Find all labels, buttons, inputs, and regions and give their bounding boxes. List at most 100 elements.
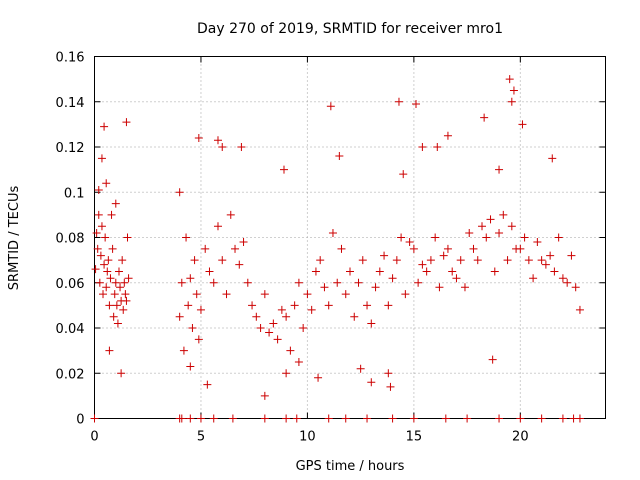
data-point bbox=[205, 267, 214, 276]
data-point bbox=[124, 274, 133, 283]
data-point bbox=[265, 328, 274, 337]
data-point bbox=[248, 301, 257, 310]
data-point bbox=[282, 312, 291, 321]
data-point bbox=[286, 346, 295, 355]
data-point bbox=[279, 165, 288, 174]
grid-lines bbox=[94, 56, 606, 419]
axis-ticks: 0 0.02 0.04 0.06 0.08 0.1 0.12 0.14 0.16 0 5 10 15 20 bbox=[56, 51, 606, 445]
data-point bbox=[102, 283, 111, 292]
data-point bbox=[575, 414, 584, 423]
data-point bbox=[209, 278, 218, 287]
data-point bbox=[392, 256, 401, 265]
data-point bbox=[320, 283, 329, 292]
data-point bbox=[222, 290, 231, 299]
data-point bbox=[90, 414, 99, 423]
data-point bbox=[314, 373, 323, 382]
data-point bbox=[426, 256, 435, 265]
y-tick-label: 0.06 bbox=[56, 277, 85, 292]
data-point bbox=[188, 324, 197, 332]
data-point bbox=[443, 244, 452, 253]
data-point bbox=[495, 165, 504, 174]
data-point bbox=[93, 244, 102, 253]
data-point bbox=[96, 251, 105, 260]
data-point bbox=[97, 154, 106, 163]
data-point bbox=[324, 414, 333, 423]
data-point bbox=[107, 210, 116, 219]
data-point bbox=[341, 414, 350, 423]
data-point bbox=[94, 210, 103, 219]
data-point bbox=[218, 143, 227, 151]
data-point bbox=[575, 305, 584, 314]
data-point bbox=[460, 283, 469, 292]
data-point bbox=[226, 210, 235, 219]
data-point bbox=[218, 256, 227, 265]
data-point bbox=[112, 301, 121, 310]
data-point bbox=[507, 97, 516, 106]
data-point bbox=[486, 215, 495, 224]
data-point bbox=[209, 414, 218, 423]
x-tick-label: 20 bbox=[512, 430, 529, 445]
data-point bbox=[439, 251, 448, 260]
data-point bbox=[182, 233, 191, 242]
x-axis-label: GPS time / hours bbox=[296, 459, 405, 474]
data-point bbox=[101, 233, 110, 242]
data-point bbox=[418, 143, 427, 151]
data-point bbox=[409, 244, 418, 253]
data-point bbox=[495, 228, 504, 237]
data-point bbox=[122, 118, 131, 127]
data-point bbox=[399, 170, 408, 179]
x-tick-label: 15 bbox=[406, 430, 423, 445]
data-point bbox=[337, 244, 346, 253]
data-point bbox=[488, 355, 497, 364]
data-point bbox=[541, 260, 550, 269]
y-tick-label: 0.02 bbox=[56, 367, 85, 382]
data-point bbox=[431, 233, 440, 242]
data-point bbox=[110, 290, 119, 299]
data-point bbox=[252, 312, 261, 321]
data-point bbox=[388, 414, 397, 423]
data-point bbox=[473, 256, 482, 265]
y-tick-label: 0.12 bbox=[56, 141, 85, 156]
data-point bbox=[94, 185, 103, 194]
data-point bbox=[186, 362, 195, 371]
data-point bbox=[203, 380, 212, 389]
data-point bbox=[307, 305, 316, 314]
data-point bbox=[100, 260, 109, 269]
data-point bbox=[371, 283, 380, 292]
y-tick-label: 0.16 bbox=[56, 51, 85, 66]
data-point bbox=[384, 369, 393, 378]
data-point bbox=[490, 267, 499, 276]
data-point bbox=[109, 312, 118, 321]
data-point bbox=[384, 301, 393, 310]
data-point bbox=[196, 414, 205, 423]
data-point bbox=[354, 278, 363, 287]
data-point bbox=[507, 222, 516, 231]
data-point bbox=[111, 278, 120, 287]
x-tick-label: 5 bbox=[197, 430, 205, 445]
data-point bbox=[196, 305, 205, 314]
data-point bbox=[422, 267, 431, 276]
data-point bbox=[116, 283, 125, 292]
data-point bbox=[388, 274, 397, 283]
data-point bbox=[186, 274, 195, 283]
data-point bbox=[277, 305, 286, 314]
data-point bbox=[117, 369, 126, 378]
data-point bbox=[282, 414, 291, 423]
data-point bbox=[550, 267, 559, 276]
data-point bbox=[213, 222, 222, 231]
data-point bbox=[341, 290, 350, 299]
data-point bbox=[102, 179, 111, 188]
data-point bbox=[469, 244, 478, 253]
data-point bbox=[328, 228, 337, 237]
data-point bbox=[120, 278, 129, 287]
data-point bbox=[520, 233, 529, 242]
data-point bbox=[405, 238, 414, 247]
data-point bbox=[367, 319, 376, 328]
chart-title: Day 270 of 2019, SRMTID for receiver mro… bbox=[197, 21, 503, 37]
data-point bbox=[567, 251, 576, 260]
data-point bbox=[409, 414, 418, 423]
data-point bbox=[269, 319, 278, 328]
data-point bbox=[571, 283, 580, 292]
data-point bbox=[414, 278, 423, 287]
